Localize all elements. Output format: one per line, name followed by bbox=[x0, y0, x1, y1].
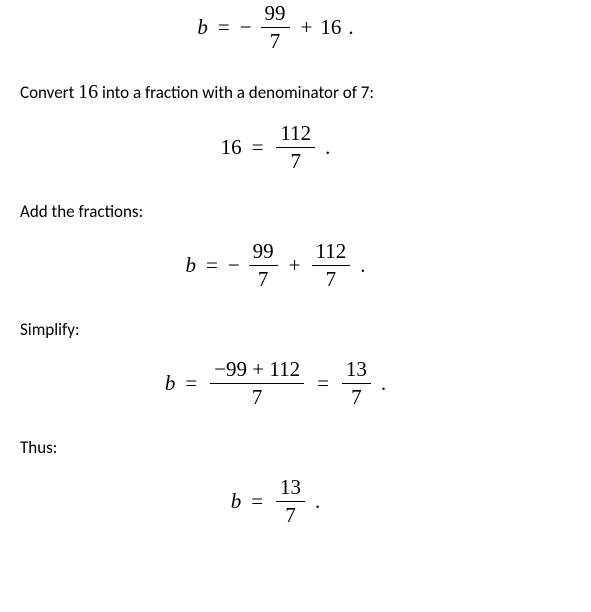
period: . bbox=[325, 137, 330, 158]
equals-sign: = bbox=[200, 255, 224, 276]
math-expression: b = − 99 7 + 16 . bbox=[197, 2, 353, 53]
math-expression: b = − 99 7 + 112 7 . bbox=[185, 240, 365, 291]
numerator: 13 bbox=[276, 476, 305, 501]
equation-2: 16 = 112 7 . bbox=[20, 122, 571, 173]
equation-5: b = 13 7 . bbox=[20, 476, 571, 527]
denominator: 7 bbox=[281, 502, 300, 527]
numerator: 112 bbox=[276, 122, 315, 147]
fraction: −99 + 112 7 bbox=[210, 358, 304, 409]
period: . bbox=[315, 491, 320, 512]
denominator: 7 bbox=[287, 148, 306, 173]
fraction: 13 7 bbox=[342, 358, 371, 409]
period: . bbox=[381, 373, 386, 394]
numerator: 13 bbox=[342, 358, 371, 383]
plus-sign: + bbox=[297, 17, 317, 38]
fraction: 99 7 bbox=[249, 240, 278, 291]
numerator: −99 + 112 bbox=[210, 358, 304, 383]
inline-number: 16 bbox=[78, 81, 98, 103]
document-page: b = − 99 7 + 16 . Convert 16 into a frac… bbox=[0, 2, 591, 557]
equals-sign: = bbox=[179, 373, 203, 394]
plus-sign: + bbox=[285, 255, 305, 276]
denominator: 7 bbox=[248, 384, 267, 409]
instruction-thus: Thus: bbox=[20, 437, 571, 458]
fraction: 112 7 bbox=[276, 122, 315, 173]
denominator: 7 bbox=[266, 28, 285, 53]
math-expression: 16 = 112 7 . bbox=[221, 122, 331, 173]
lhs-number: 16 bbox=[221, 137, 242, 158]
equation-3: b = − 99 7 + 112 7 . bbox=[20, 240, 571, 291]
variable-b: b bbox=[185, 255, 196, 276]
fraction: 112 7 bbox=[312, 240, 351, 291]
variable-b: b bbox=[197, 17, 208, 38]
minus-sign: − bbox=[228, 255, 242, 276]
instruction-simplify: Simplify: bbox=[20, 319, 571, 340]
text-part1: Convert bbox=[20, 82, 78, 103]
numerator: 112 bbox=[312, 240, 351, 265]
equals-sign: = bbox=[246, 137, 270, 158]
period: . bbox=[348, 17, 353, 38]
numerator: 99 bbox=[261, 2, 290, 27]
equation-1: b = − 99 7 + 16 . bbox=[20, 2, 571, 53]
equals-sign: = bbox=[212, 17, 236, 38]
numerator: 99 bbox=[249, 240, 278, 265]
denominator: 7 bbox=[322, 266, 341, 291]
variable-b: b bbox=[231, 491, 242, 512]
equals-sign: = bbox=[311, 373, 335, 394]
fraction: 13 7 bbox=[276, 476, 305, 527]
equals-sign: = bbox=[245, 491, 269, 512]
instruction-convert: Convert 16 into a fraction with a denomi… bbox=[20, 81, 571, 104]
denominator: 7 bbox=[254, 266, 273, 291]
denominator: 7 bbox=[347, 384, 366, 409]
instruction-add: Add the fractions: bbox=[20, 201, 571, 222]
equation-4: b = −99 + 112 7 = 13 7 . bbox=[20, 358, 571, 409]
period: . bbox=[360, 255, 365, 276]
minus-sign: − bbox=[240, 17, 254, 38]
math-expression: b = −99 + 112 7 = 13 7 . bbox=[165, 358, 386, 409]
text-part2: into a fraction with a denominator of 7: bbox=[98, 82, 374, 103]
integer-term: 16 bbox=[320, 17, 341, 38]
variable-b: b bbox=[165, 373, 176, 394]
math-expression: b = 13 7 . bbox=[231, 476, 321, 527]
fraction: 99 7 bbox=[261, 2, 290, 53]
